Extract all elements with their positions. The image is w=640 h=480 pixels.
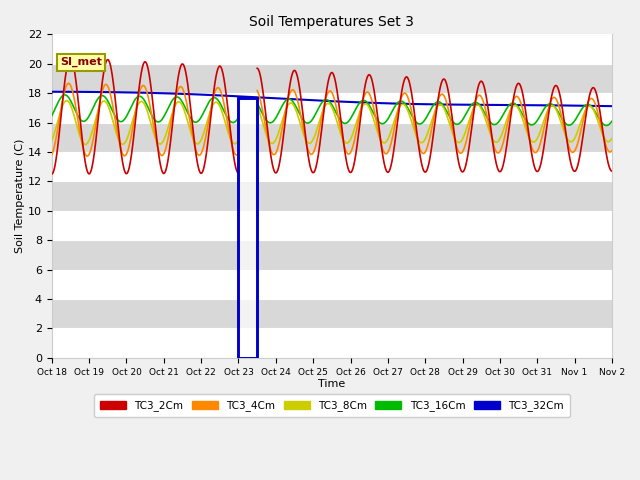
Legend: TC3_2Cm, TC3_4Cm, TC3_8Cm, TC3_16Cm, TC3_32Cm: TC3_2Cm, TC3_4Cm, TC3_8Cm, TC3_16Cm, TC3… [94, 394, 570, 418]
Bar [52, 35, 612, 64]
Bar [52, 64, 612, 93]
Bar [239, 97, 257, 358]
Bar [52, 270, 612, 299]
Bar [52, 211, 612, 240]
Bar [52, 328, 612, 358]
Bar [52, 240, 612, 270]
Bar [52, 93, 612, 122]
Bar [52, 181, 612, 211]
Y-axis label: Soil Temperature (C): Soil Temperature (C) [15, 139, 25, 253]
Bar [52, 299, 612, 328]
Bar [239, 97, 257, 358]
Title: Soil Temperatures Set 3: Soil Temperatures Set 3 [250, 15, 414, 29]
X-axis label: Time: Time [318, 379, 346, 389]
Bar [52, 122, 612, 152]
Text: SI_met: SI_met [60, 57, 102, 67]
Bar [52, 152, 612, 181]
